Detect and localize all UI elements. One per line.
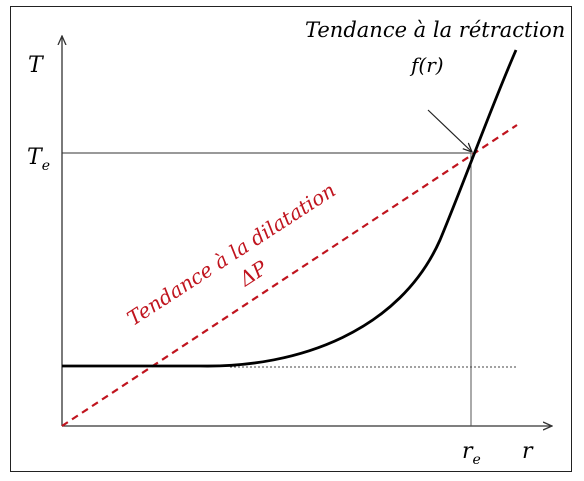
x-axis-label: r bbox=[522, 439, 534, 464]
te-label: Te bbox=[27, 145, 50, 174]
retraction-title: Tendance à la rétraction bbox=[305, 18, 565, 42]
y-axis-label: T bbox=[28, 53, 45, 78]
diagram-frame bbox=[10, 6, 572, 472]
dilatation-line bbox=[61, 124, 518, 427]
pointer-arrow bbox=[427, 109, 472, 152]
re-label: re bbox=[462, 439, 481, 468]
dilatation-title: Tendance à la dilatation bbox=[123, 178, 340, 331]
retraction-func: f(r) bbox=[409, 53, 444, 77]
retraction-curve bbox=[62, 49, 518, 368]
